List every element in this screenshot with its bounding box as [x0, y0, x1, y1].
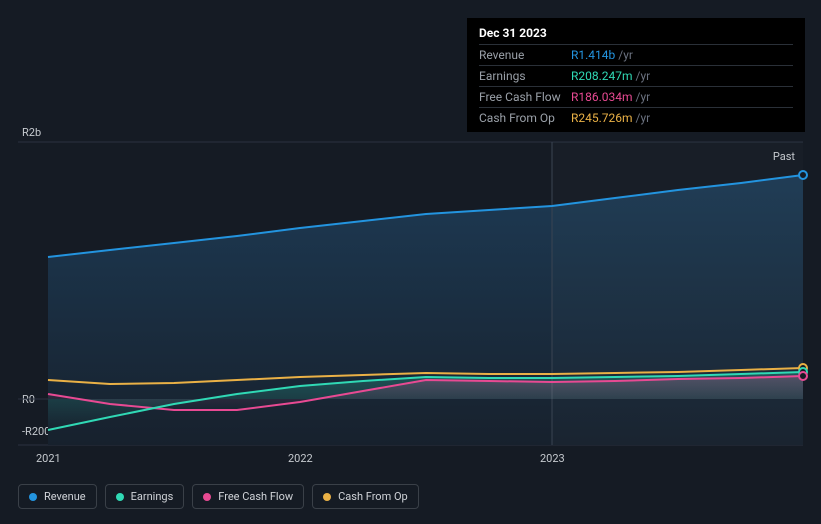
tooltip-value: R208.247m — [571, 69, 633, 83]
legend-swatch-icon — [29, 493, 37, 501]
legend-item-free-cash-flow[interactable]: Free Cash Flow — [192, 484, 304, 509]
tooltip-value: R1.414b — [571, 48, 615, 62]
tooltip-label: Free Cash Flow — [479, 90, 571, 104]
tooltip-unit: /yr — [636, 111, 651, 125]
tooltip-row: Cash From Op R245.726m /yr — [479, 107, 793, 128]
tooltip-unit: /yr — [636, 90, 651, 104]
tooltip-label: Cash From Op — [479, 111, 571, 125]
legend-label: Free Cash Flow — [218, 490, 293, 503]
chart-tooltip: Dec 31 2023 Revenue R1.414b /yr Earnings… — [467, 18, 805, 132]
legend-swatch-icon — [116, 493, 124, 501]
legend-swatch-icon — [323, 493, 331, 501]
chart-legend: Revenue Earnings Free Cash Flow Cash Fro… — [18, 484, 419, 509]
tooltip-unit: /yr — [618, 48, 633, 62]
tooltip-row: Earnings R208.247m /yr — [479, 65, 793, 86]
end-marker-icon — [799, 171, 807, 179]
tooltip-label: Earnings — [479, 69, 571, 83]
legend-item-revenue[interactable]: Revenue — [18, 484, 97, 509]
tooltip-date: Dec 31 2023 — [479, 26, 793, 44]
end-marker-icon — [799, 372, 807, 380]
tooltip-row: Revenue R1.414b /yr — [479, 44, 793, 65]
tooltip-label: Revenue — [479, 48, 571, 62]
tooltip-row: Free Cash Flow R186.034m /yr — [479, 86, 793, 107]
cursor-region — [552, 142, 803, 445]
legend-item-cash-from-op[interactable]: Cash From Op — [312, 484, 419, 509]
legend-swatch-icon — [203, 493, 211, 501]
legend-label: Revenue — [44, 490, 86, 503]
tooltip-unit: /yr — [636, 69, 651, 83]
legend-label: Cash From Op — [338, 490, 408, 503]
tooltip-value: R245.726m — [571, 111, 633, 125]
legend-label: Earnings — [131, 490, 174, 503]
legend-item-earnings[interactable]: Earnings — [105, 484, 185, 509]
tooltip-value: R186.034m — [571, 90, 633, 104]
